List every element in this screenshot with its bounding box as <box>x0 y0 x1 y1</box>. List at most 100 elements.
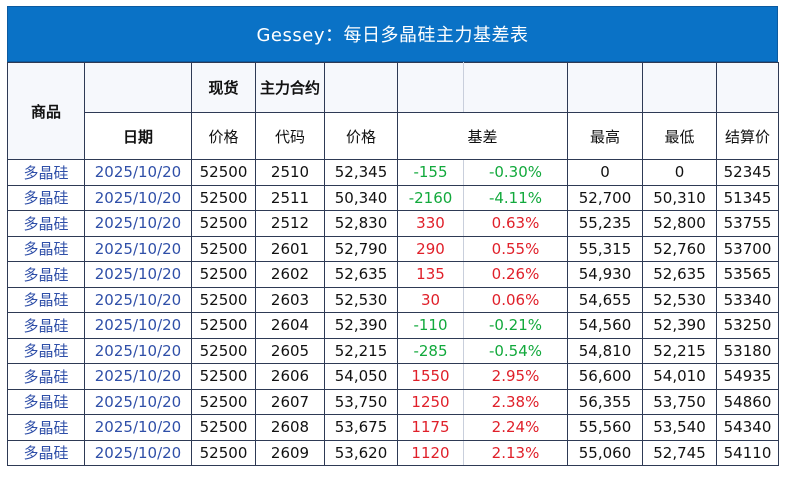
cell-basis-pct: 2.95% <box>463 363 568 390</box>
header-blank <box>397 62 464 113</box>
cell-basis-pct: -0.30% <box>463 159 568 186</box>
cell-basis-pct: 2.38% <box>463 388 568 415</box>
cell-basis: 330 <box>397 210 464 237</box>
cell-low: 54,010 <box>642 363 717 390</box>
cell-spot-price: 52500 <box>191 363 256 390</box>
cell-futures-price: 52,215 <box>324 337 398 364</box>
cell-commodity: 多晶硅 <box>7 363 85 390</box>
cell-basis-pct: 0.06% <box>463 286 568 313</box>
cell-spot-price: 52500 <box>191 388 256 415</box>
header-spot-price: 价格 <box>191 112 256 160</box>
cell-basis: -285 <box>397 337 464 364</box>
cell-low: 53,540 <box>642 414 717 441</box>
header-basis: 基差 <box>397 112 568 160</box>
cell-date: 2025/10/20 <box>84 210 192 237</box>
cell-low: 52,760 <box>642 235 717 262</box>
cell-commodity: 多晶硅 <box>7 286 85 313</box>
cell-high: 55,060 <box>567 439 643 466</box>
cell-basis-pct: 2.24% <box>463 414 568 441</box>
table-row: 多晶硅 2025/10/20 52500 2601 52,790 290 0.55% 55,3… <box>7 235 779 262</box>
cell-futures-price: 52,790 <box>324 235 398 262</box>
cell-settle: 53755 <box>716 210 779 237</box>
cell-basis-pct: -0.54% <box>463 337 568 364</box>
cell-commodity: 多晶硅 <box>7 337 85 364</box>
cell-settle: 54860 <box>716 388 779 415</box>
cell-spot-price: 52500 <box>191 337 256 364</box>
cell-contract-code: 2604 <box>255 312 325 339</box>
cell-contract-code: 2608 <box>255 414 325 441</box>
cell-futures-price: 52,530 <box>324 286 398 313</box>
cell-low: 50,310 <box>642 184 717 211</box>
cell-basis-pct: 0.26% <box>463 261 568 288</box>
cell-date: 2025/10/20 <box>84 363 192 390</box>
cell-low: 52,530 <box>642 286 717 313</box>
header-row-top: 商品 现货 主力合约 <box>7 62 779 160</box>
cell-spot-price: 52500 <box>191 159 256 186</box>
cell-basis-pct: 0.55% <box>463 235 568 262</box>
header-blank <box>463 62 568 113</box>
cell-commodity: 多晶硅 <box>7 184 85 211</box>
cell-high: 55,315 <box>567 235 643 262</box>
cell-high: 56,355 <box>567 388 643 415</box>
header-blank <box>642 62 717 113</box>
cell-date: 2025/10/20 <box>84 388 192 415</box>
cell-settle: 53180 <box>716 337 779 364</box>
table-row: 多晶硅 2025/10/20 52500 2607 53,750 1250 2.38% 56,… <box>7 388 779 415</box>
header-settle: 结算价 <box>716 112 779 160</box>
cell-basis-pct: 2.13% <box>463 439 568 466</box>
cell-basis: 30 <box>397 286 464 313</box>
cell-basis-pct: -0.21% <box>463 312 568 339</box>
cell-spot-price: 52500 <box>191 439 256 466</box>
table-row: 多晶硅 2025/10/20 52500 2608 53,675 1175 2.24% 55,… <box>7 414 779 441</box>
cell-basis: 1120 <box>397 439 464 466</box>
cell-date: 2025/10/20 <box>84 312 192 339</box>
cell-commodity: 多晶硅 <box>7 261 85 288</box>
cell-futures-price: 54,050 <box>324 363 398 390</box>
header-code: 代码 <box>255 112 325 160</box>
table-row: 多晶硅 2025/10/20 52500 2604 52,390 -110 -0.21% 54… <box>7 312 779 339</box>
cell-commodity: 多晶硅 <box>7 312 85 339</box>
header-blank <box>84 62 192 113</box>
cell-spot-price: 52500 <box>191 312 256 339</box>
cell-low: 52,635 <box>642 261 717 288</box>
table-title: Gessey：每日多晶硅主力基差表 <box>7 6 778 62</box>
basis-table: 商品 现货 主力合约 日期 价格 代码 价格 基差 最高 最低 结算价 多晶硅 2… <box>7 62 779 466</box>
cell-settle: 54340 <box>716 414 779 441</box>
table-row: 多晶硅 2025/10/20 52500 2510 52,345 -155 -0.30% 0 0… <box>7 159 779 186</box>
cell-futures-price: 52,390 <box>324 312 398 339</box>
cell-date: 2025/10/20 <box>84 286 192 313</box>
cell-date: 2025/10/20 <box>84 414 192 441</box>
header-blank <box>716 62 779 113</box>
cell-contract-code: 2512 <box>255 210 325 237</box>
header-futures-price: 价格 <box>324 112 398 160</box>
cell-basis: 1175 <box>397 414 464 441</box>
cell-basis: 1250 <box>397 388 464 415</box>
cell-date: 2025/10/20 <box>84 235 192 262</box>
cell-contract-code: 2606 <box>255 363 325 390</box>
cell-date: 2025/10/20 <box>84 261 192 288</box>
cell-basis: 290 <box>397 235 464 262</box>
cell-spot-price: 52500 <box>191 210 256 237</box>
cell-settle: 53700 <box>716 235 779 262</box>
table-row: 多晶硅 2025/10/20 52500 2512 52,830 330 0.63% 55,2… <box>7 210 779 237</box>
table-row: 多晶硅 2025/10/20 52500 2511 50,340 -2160 -4.11% 5… <box>7 184 779 211</box>
cell-futures-price: 50,340 <box>324 184 398 211</box>
cell-basis: -2160 <box>397 184 464 211</box>
cell-commodity: 多晶硅 <box>7 388 85 415</box>
cell-high: 55,235 <box>567 210 643 237</box>
cell-basis: -155 <box>397 159 464 186</box>
cell-contract-code: 2607 <box>255 388 325 415</box>
cell-commodity: 多晶硅 <box>7 414 85 441</box>
cell-contract-code: 2605 <box>255 337 325 364</box>
cell-commodity: 多晶硅 <box>7 439 85 466</box>
cell-contract-code: 2510 <box>255 159 325 186</box>
header-low: 最低 <box>642 112 717 160</box>
cell-spot-price: 52500 <box>191 235 256 262</box>
cell-basis: 135 <box>397 261 464 288</box>
table-row: 多晶硅 2025/10/20 52500 2609 53,620 1120 2.13% 55,… <box>7 439 779 466</box>
header-row-bottom: 日期 价格 代码 价格 基差 最高 最低 结算价 <box>8 112 779 160</box>
cell-high: 54,655 <box>567 286 643 313</box>
cell-settle: 52345 <box>716 159 779 186</box>
cell-settle: 53340 <box>716 286 779 313</box>
header-commodity: 商品 <box>7 62 85 160</box>
